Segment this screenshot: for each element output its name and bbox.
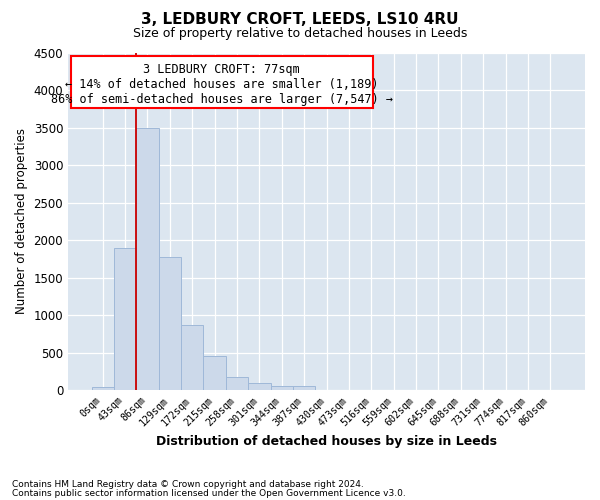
Text: Contains HM Land Registry data © Crown copyright and database right 2024.: Contains HM Land Registry data © Crown c…	[12, 480, 364, 489]
Text: 3, LEDBURY CROFT, LEEDS, LS10 4RU: 3, LEDBURY CROFT, LEEDS, LS10 4RU	[141, 12, 459, 28]
Bar	[293, 386, 316, 390]
Y-axis label: Number of detached properties: Number of detached properties	[15, 128, 28, 314]
Bar	[226, 377, 248, 390]
Bar	[92, 387, 114, 390]
X-axis label: Distribution of detached houses by size in Leeds: Distribution of detached houses by size …	[156, 434, 497, 448]
Text: ← 14% of detached houses are smaller (1,189): ← 14% of detached houses are smaller (1,…	[65, 78, 379, 92]
Bar	[203, 356, 226, 390]
Text: Contains public sector information licensed under the Open Government Licence v3: Contains public sector information licen…	[12, 489, 406, 498]
Text: 3 LEDBURY CROFT: 77sqm: 3 LEDBURY CROFT: 77sqm	[143, 64, 300, 76]
Bar	[181, 325, 203, 390]
Bar	[114, 248, 136, 390]
Bar	[271, 386, 293, 390]
Bar	[158, 256, 181, 390]
Bar	[248, 383, 271, 390]
Text: Size of property relative to detached houses in Leeds: Size of property relative to detached ho…	[133, 28, 467, 40]
FancyBboxPatch shape	[71, 56, 373, 108]
Bar	[136, 128, 158, 390]
Text: 86% of semi-detached houses are larger (7,547) →: 86% of semi-detached houses are larger (…	[51, 93, 393, 106]
